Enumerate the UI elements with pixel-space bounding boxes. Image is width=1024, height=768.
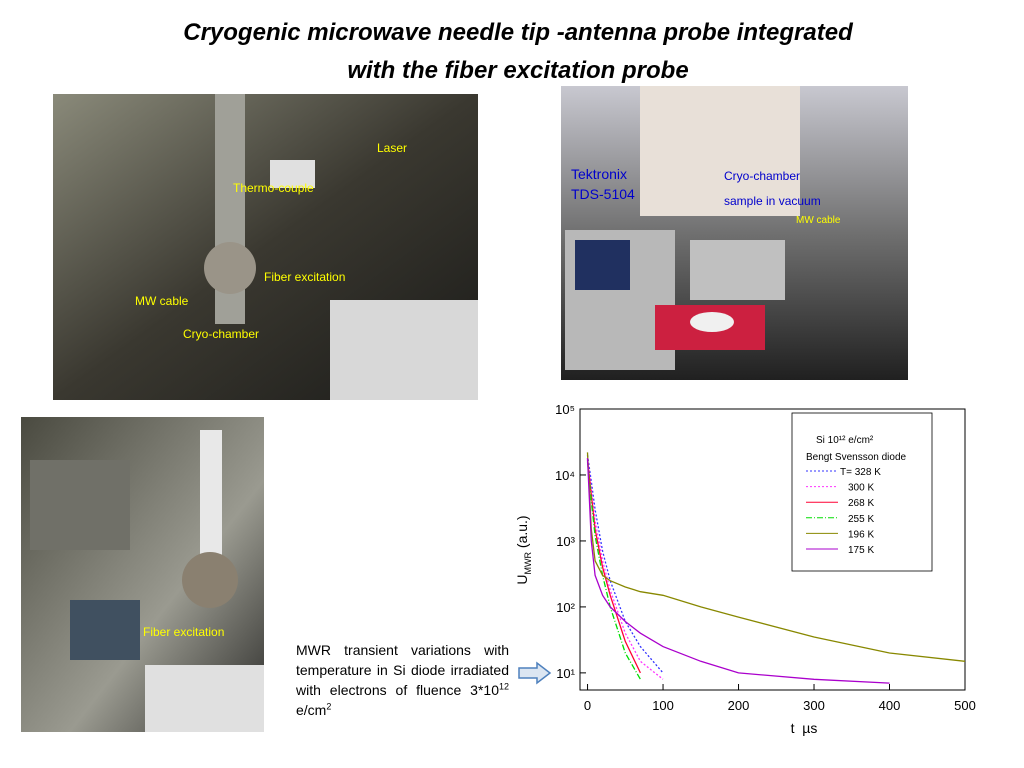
y-label-main: U bbox=[514, 574, 530, 584]
photo-label: MW cable bbox=[135, 294, 189, 308]
x-tick-label: 200 bbox=[728, 698, 750, 713]
legend-label: 196 K bbox=[848, 529, 874, 540]
y-label-rest: (a.u.) bbox=[514, 515, 530, 552]
arrow bbox=[518, 661, 552, 685]
x-tick-label: 100 bbox=[652, 698, 674, 713]
photo bbox=[21, 417, 264, 732]
y-tick-label: 10¹ bbox=[556, 666, 575, 681]
caption-exponent: 12 bbox=[498, 681, 509, 692]
legend-box bbox=[791, 412, 933, 572]
y-axis-label: UMWR (a.u.) bbox=[514, 515, 533, 584]
photo-label: TDS-5104 bbox=[571, 186, 635, 202]
series-line bbox=[586, 461, 641, 680]
y-tick-label: 10⁵ bbox=[555, 402, 575, 417]
x-tick-label: 300 bbox=[803, 698, 825, 713]
y-tick-label: 10² bbox=[556, 600, 575, 615]
plot-frame bbox=[579, 408, 966, 691]
title-line: Cryogenic microwave needle tip -antenna … bbox=[183, 19, 854, 46]
photo-label: Fiber excitation bbox=[143, 625, 224, 639]
legend-title: Bengt Svensson diode bbox=[806, 452, 907, 463]
legend-label: 268 K bbox=[848, 498, 874, 509]
photo-label: sample in vacuum bbox=[724, 194, 821, 208]
series-line bbox=[586, 452, 966, 662]
series-line bbox=[586, 459, 641, 674]
legend-title: Si 10¹² e/cm² bbox=[816, 435, 874, 446]
photo-label: Laser bbox=[377, 141, 407, 155]
x-tick-label: 400 bbox=[879, 698, 901, 713]
photo-label: Fiber excitation bbox=[264, 270, 345, 284]
photo-label: MW cable bbox=[796, 215, 841, 226]
caption: MWR transient variations with temperatur… bbox=[296, 640, 509, 720]
series-line bbox=[586, 458, 890, 684]
y-label-sub: MWR bbox=[523, 551, 533, 574]
chart: UMWR (a.u.) t µs Si 10¹² e/cm² Bengt Sve… bbox=[514, 402, 976, 736]
photo bbox=[561, 86, 908, 380]
legend-label: T= 328 K bbox=[840, 467, 881, 478]
x-tick-label: 500 bbox=[954, 698, 976, 713]
y-tick-label: 10⁴ bbox=[555, 468, 575, 483]
caption-exponent: 2 bbox=[326, 701, 332, 712]
photo-label: Thermo-couple bbox=[233, 181, 314, 195]
title-line: with the fiber excitation probe bbox=[347, 57, 688, 84]
legend-label: 300 K bbox=[848, 483, 874, 494]
x-axis-label: t µs bbox=[791, 720, 818, 736]
series-line bbox=[586, 455, 664, 674]
photo-label: Tektronix bbox=[571, 166, 627, 182]
caption-unit: e/cm bbox=[296, 702, 327, 718]
caption-text: MWR transient variations with temperatur… bbox=[296, 642, 509, 698]
x-tick-label: 0 bbox=[584, 698, 591, 713]
y-tick-label: 10³ bbox=[556, 534, 575, 549]
legend-label: 255 K bbox=[848, 514, 874, 525]
photo-label: Cryo-chamber bbox=[724, 169, 800, 183]
legend-label: 175 K bbox=[848, 545, 874, 556]
photo-label: Cryo-chamber bbox=[183, 327, 259, 341]
photo bbox=[53, 94, 478, 400]
